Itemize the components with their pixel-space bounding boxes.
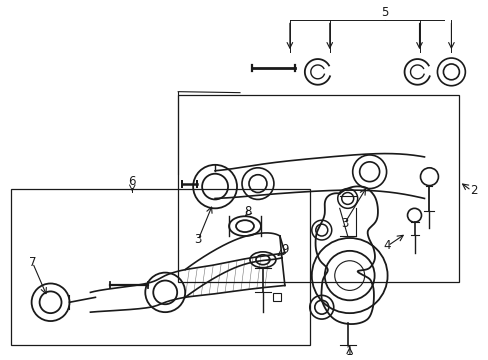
Text: 8: 8 (244, 205, 251, 218)
Text: 5: 5 (380, 6, 387, 19)
Text: 3: 3 (340, 217, 347, 230)
Text: 7: 7 (29, 256, 36, 269)
Text: 9: 9 (281, 243, 288, 256)
Text: 2: 2 (469, 184, 477, 197)
Text: 1: 1 (345, 345, 353, 358)
Text: 3: 3 (194, 234, 202, 247)
Bar (178, 95, 458, 283)
Bar (272, 293, 280, 301)
Text: 4: 4 (383, 239, 390, 252)
Text: 6: 6 (128, 175, 136, 188)
Bar (11, 189, 309, 345)
